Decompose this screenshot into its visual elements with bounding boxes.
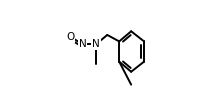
Text: N: N <box>79 39 86 49</box>
Text: N: N <box>92 39 100 49</box>
Text: O: O <box>66 32 75 42</box>
